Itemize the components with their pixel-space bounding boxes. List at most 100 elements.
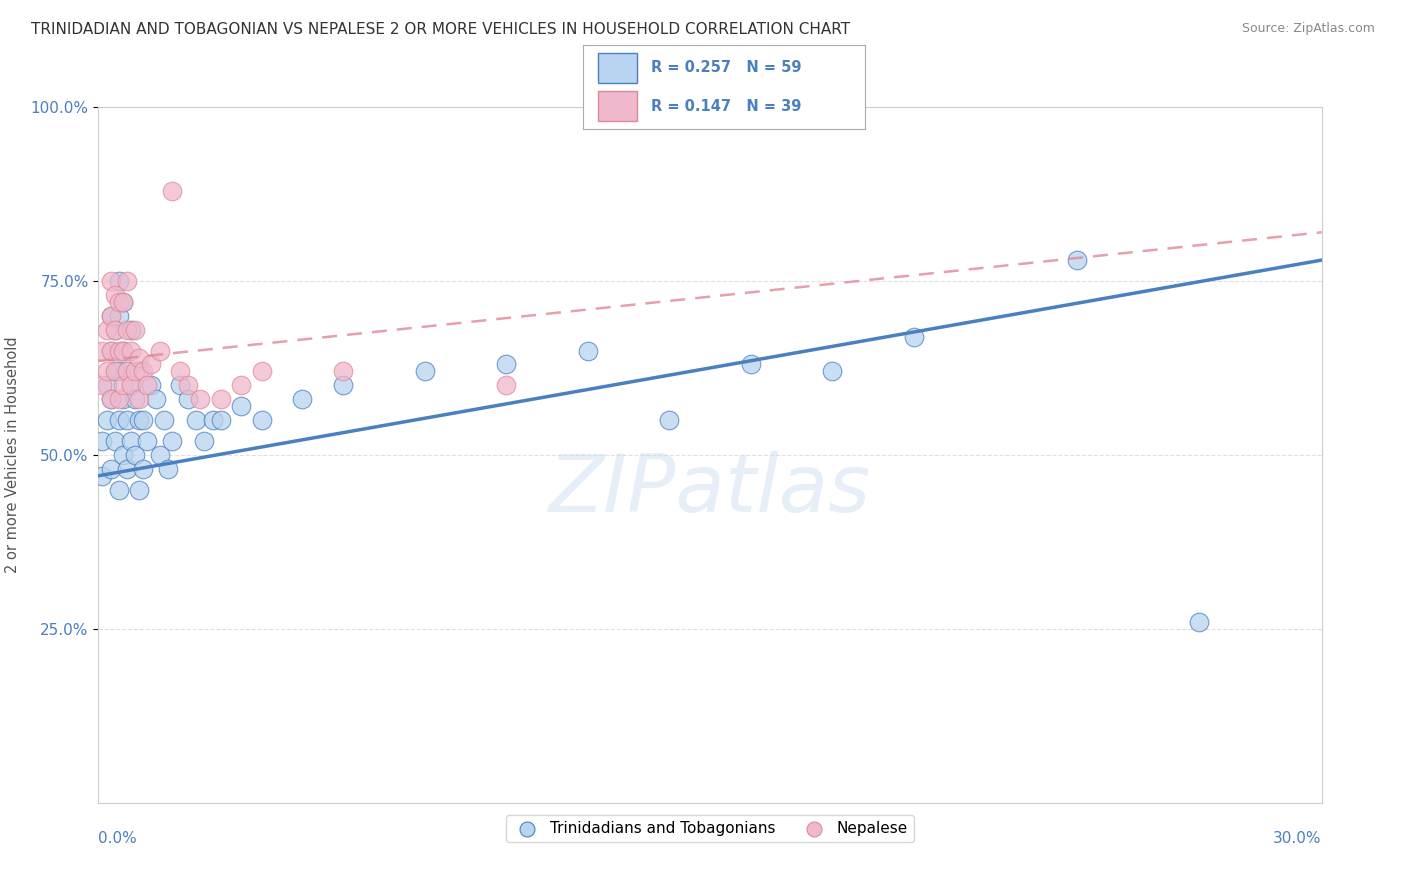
Point bbox=[100, 343, 122, 358]
Point bbox=[100, 309, 122, 323]
Point bbox=[115, 364, 138, 378]
Point bbox=[132, 413, 155, 427]
Point bbox=[100, 392, 122, 407]
Point bbox=[136, 434, 159, 448]
Point bbox=[128, 351, 150, 365]
Point bbox=[104, 323, 127, 337]
Point bbox=[96, 364, 118, 378]
Point bbox=[132, 364, 155, 378]
Point bbox=[111, 294, 134, 309]
Point bbox=[108, 294, 131, 309]
Text: TRINIDADIAN AND TOBAGONIAN VS NEPALESE 2 OR MORE VEHICLES IN HOUSEHOLD CORRELATI: TRINIDADIAN AND TOBAGONIAN VS NEPALESE 2… bbox=[31, 22, 851, 37]
Point bbox=[120, 434, 142, 448]
Point bbox=[209, 392, 232, 407]
Point bbox=[169, 364, 191, 378]
Point bbox=[104, 364, 127, 378]
Point bbox=[250, 364, 273, 378]
Point bbox=[108, 392, 131, 407]
Point bbox=[91, 434, 114, 448]
Point bbox=[111, 294, 134, 309]
Point bbox=[124, 323, 146, 337]
Point bbox=[141, 358, 163, 372]
Point bbox=[124, 448, 146, 462]
Point bbox=[100, 392, 122, 407]
Point bbox=[231, 378, 253, 392]
Point bbox=[108, 343, 131, 358]
Text: R = 0.147   N = 39: R = 0.147 N = 39 bbox=[651, 98, 801, 113]
Point bbox=[108, 483, 131, 497]
Point bbox=[115, 413, 138, 427]
Point bbox=[108, 413, 131, 427]
Point bbox=[576, 343, 599, 358]
Point bbox=[132, 462, 155, 476]
Point bbox=[108, 274, 131, 288]
Point bbox=[120, 378, 142, 392]
Point bbox=[104, 364, 127, 378]
Text: 30.0%: 30.0% bbox=[1274, 830, 1322, 846]
Point bbox=[111, 378, 134, 392]
Point bbox=[186, 413, 208, 427]
Point bbox=[124, 392, 146, 407]
Point bbox=[128, 364, 150, 378]
Point bbox=[152, 413, 174, 427]
Point bbox=[250, 413, 273, 427]
Point bbox=[291, 392, 314, 407]
Point bbox=[111, 343, 134, 358]
Point bbox=[160, 434, 183, 448]
Point bbox=[136, 378, 159, 392]
Bar bbox=[598, 91, 637, 120]
Point bbox=[177, 392, 200, 407]
Point bbox=[96, 378, 118, 392]
Point bbox=[91, 378, 114, 392]
Point bbox=[149, 343, 172, 358]
Point bbox=[124, 364, 146, 378]
Point bbox=[145, 392, 167, 407]
Text: Source: ZipAtlas.com: Source: ZipAtlas.com bbox=[1241, 22, 1375, 36]
Point bbox=[177, 378, 200, 392]
Point bbox=[104, 323, 127, 337]
Point bbox=[91, 468, 114, 483]
Point bbox=[193, 434, 215, 448]
Point bbox=[96, 323, 118, 337]
Point bbox=[903, 329, 925, 343]
Text: R = 0.257   N = 59: R = 0.257 N = 59 bbox=[651, 61, 801, 76]
Text: 0.0%: 0.0% bbox=[98, 830, 138, 846]
Point bbox=[156, 462, 179, 476]
Point bbox=[111, 448, 134, 462]
Point bbox=[100, 462, 122, 476]
Point bbox=[188, 392, 212, 407]
Point bbox=[332, 364, 354, 378]
Text: ZIPatlas: ZIPatlas bbox=[548, 450, 872, 529]
Point bbox=[495, 378, 517, 392]
Point bbox=[740, 358, 762, 372]
Point bbox=[91, 343, 114, 358]
Legend: Trinidadians and Tobagonians, Nepalese: Trinidadians and Tobagonians, Nepalese bbox=[506, 815, 914, 842]
Point bbox=[413, 364, 436, 378]
Bar bbox=[598, 54, 637, 83]
Point bbox=[160, 184, 183, 198]
Point bbox=[100, 274, 122, 288]
Point bbox=[1066, 253, 1088, 268]
Point bbox=[115, 462, 138, 476]
Point bbox=[115, 364, 138, 378]
Point bbox=[100, 343, 122, 358]
Point bbox=[111, 392, 134, 407]
Point bbox=[231, 399, 253, 413]
Point bbox=[100, 309, 122, 323]
Point bbox=[120, 343, 142, 358]
Point bbox=[332, 378, 354, 392]
Point bbox=[658, 413, 681, 427]
Point bbox=[201, 413, 224, 427]
Point bbox=[115, 323, 138, 337]
Point bbox=[128, 392, 150, 407]
Point bbox=[104, 434, 127, 448]
Point bbox=[115, 274, 138, 288]
Point bbox=[821, 364, 844, 378]
Point bbox=[495, 358, 517, 372]
Y-axis label: 2 or more Vehicles in Household: 2 or more Vehicles in Household bbox=[4, 336, 20, 574]
Point bbox=[104, 288, 127, 302]
Point bbox=[120, 323, 142, 337]
Point bbox=[128, 413, 150, 427]
Point bbox=[209, 413, 232, 427]
Point bbox=[108, 309, 131, 323]
